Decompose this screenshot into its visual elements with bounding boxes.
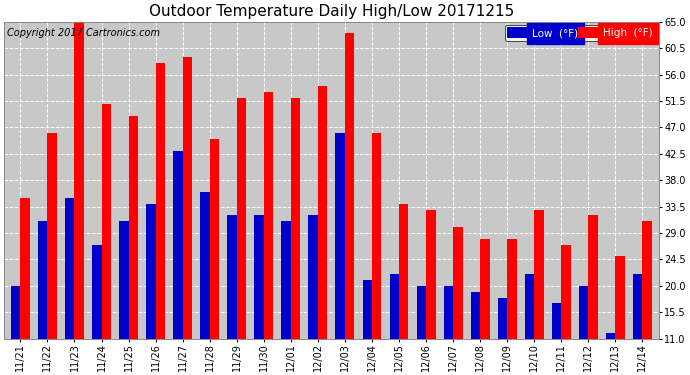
Bar (264, 92, 273, 375)
Bar (21, 198, 30, 375)
Bar (480, 239, 490, 375)
Bar (255, 215, 264, 375)
Bar (210, 139, 219, 375)
Bar (507, 239, 517, 375)
Bar (390, 274, 399, 375)
Text: Copyright 2017 Cartronics.com: Copyright 2017 Cartronics.com (8, 28, 161, 38)
Bar (426, 210, 435, 375)
Title: Outdoor Temperature Daily High/Low 20171215: Outdoor Temperature Daily High/Low 20171… (149, 4, 514, 19)
Bar (227, 215, 237, 375)
Bar (282, 221, 291, 375)
Bar (417, 286, 426, 375)
Bar (633, 274, 642, 375)
Bar (101, 104, 111, 375)
Bar (362, 280, 372, 375)
Bar (128, 116, 138, 375)
Bar (291, 98, 300, 375)
Bar (552, 303, 561, 375)
Bar (318, 86, 327, 375)
Bar (200, 192, 210, 375)
Bar (589, 215, 598, 375)
Bar (444, 286, 453, 375)
Bar (146, 204, 156, 375)
Bar (579, 286, 589, 375)
Bar (606, 333, 615, 375)
Bar (372, 133, 382, 375)
Bar (497, 298, 507, 375)
Bar (525, 274, 534, 375)
Bar (119, 221, 128, 375)
Bar (345, 33, 355, 375)
Bar (48, 133, 57, 375)
Bar (183, 57, 192, 375)
Bar (561, 245, 571, 375)
Bar (399, 204, 408, 375)
Legend: Low  (°F), High  (°F): Low (°F), High (°F) (504, 25, 656, 41)
Bar (173, 151, 183, 375)
Bar (335, 133, 345, 375)
Bar (75, 22, 84, 375)
Bar (642, 221, 652, 375)
Bar (92, 245, 101, 375)
Bar (308, 215, 318, 375)
Bar (534, 210, 544, 375)
Bar (471, 292, 480, 375)
Bar (65, 198, 75, 375)
Bar (11, 286, 21, 375)
Bar (237, 98, 246, 375)
Bar (38, 221, 48, 375)
Bar (453, 227, 462, 375)
Bar (615, 256, 625, 375)
Bar (156, 63, 165, 375)
